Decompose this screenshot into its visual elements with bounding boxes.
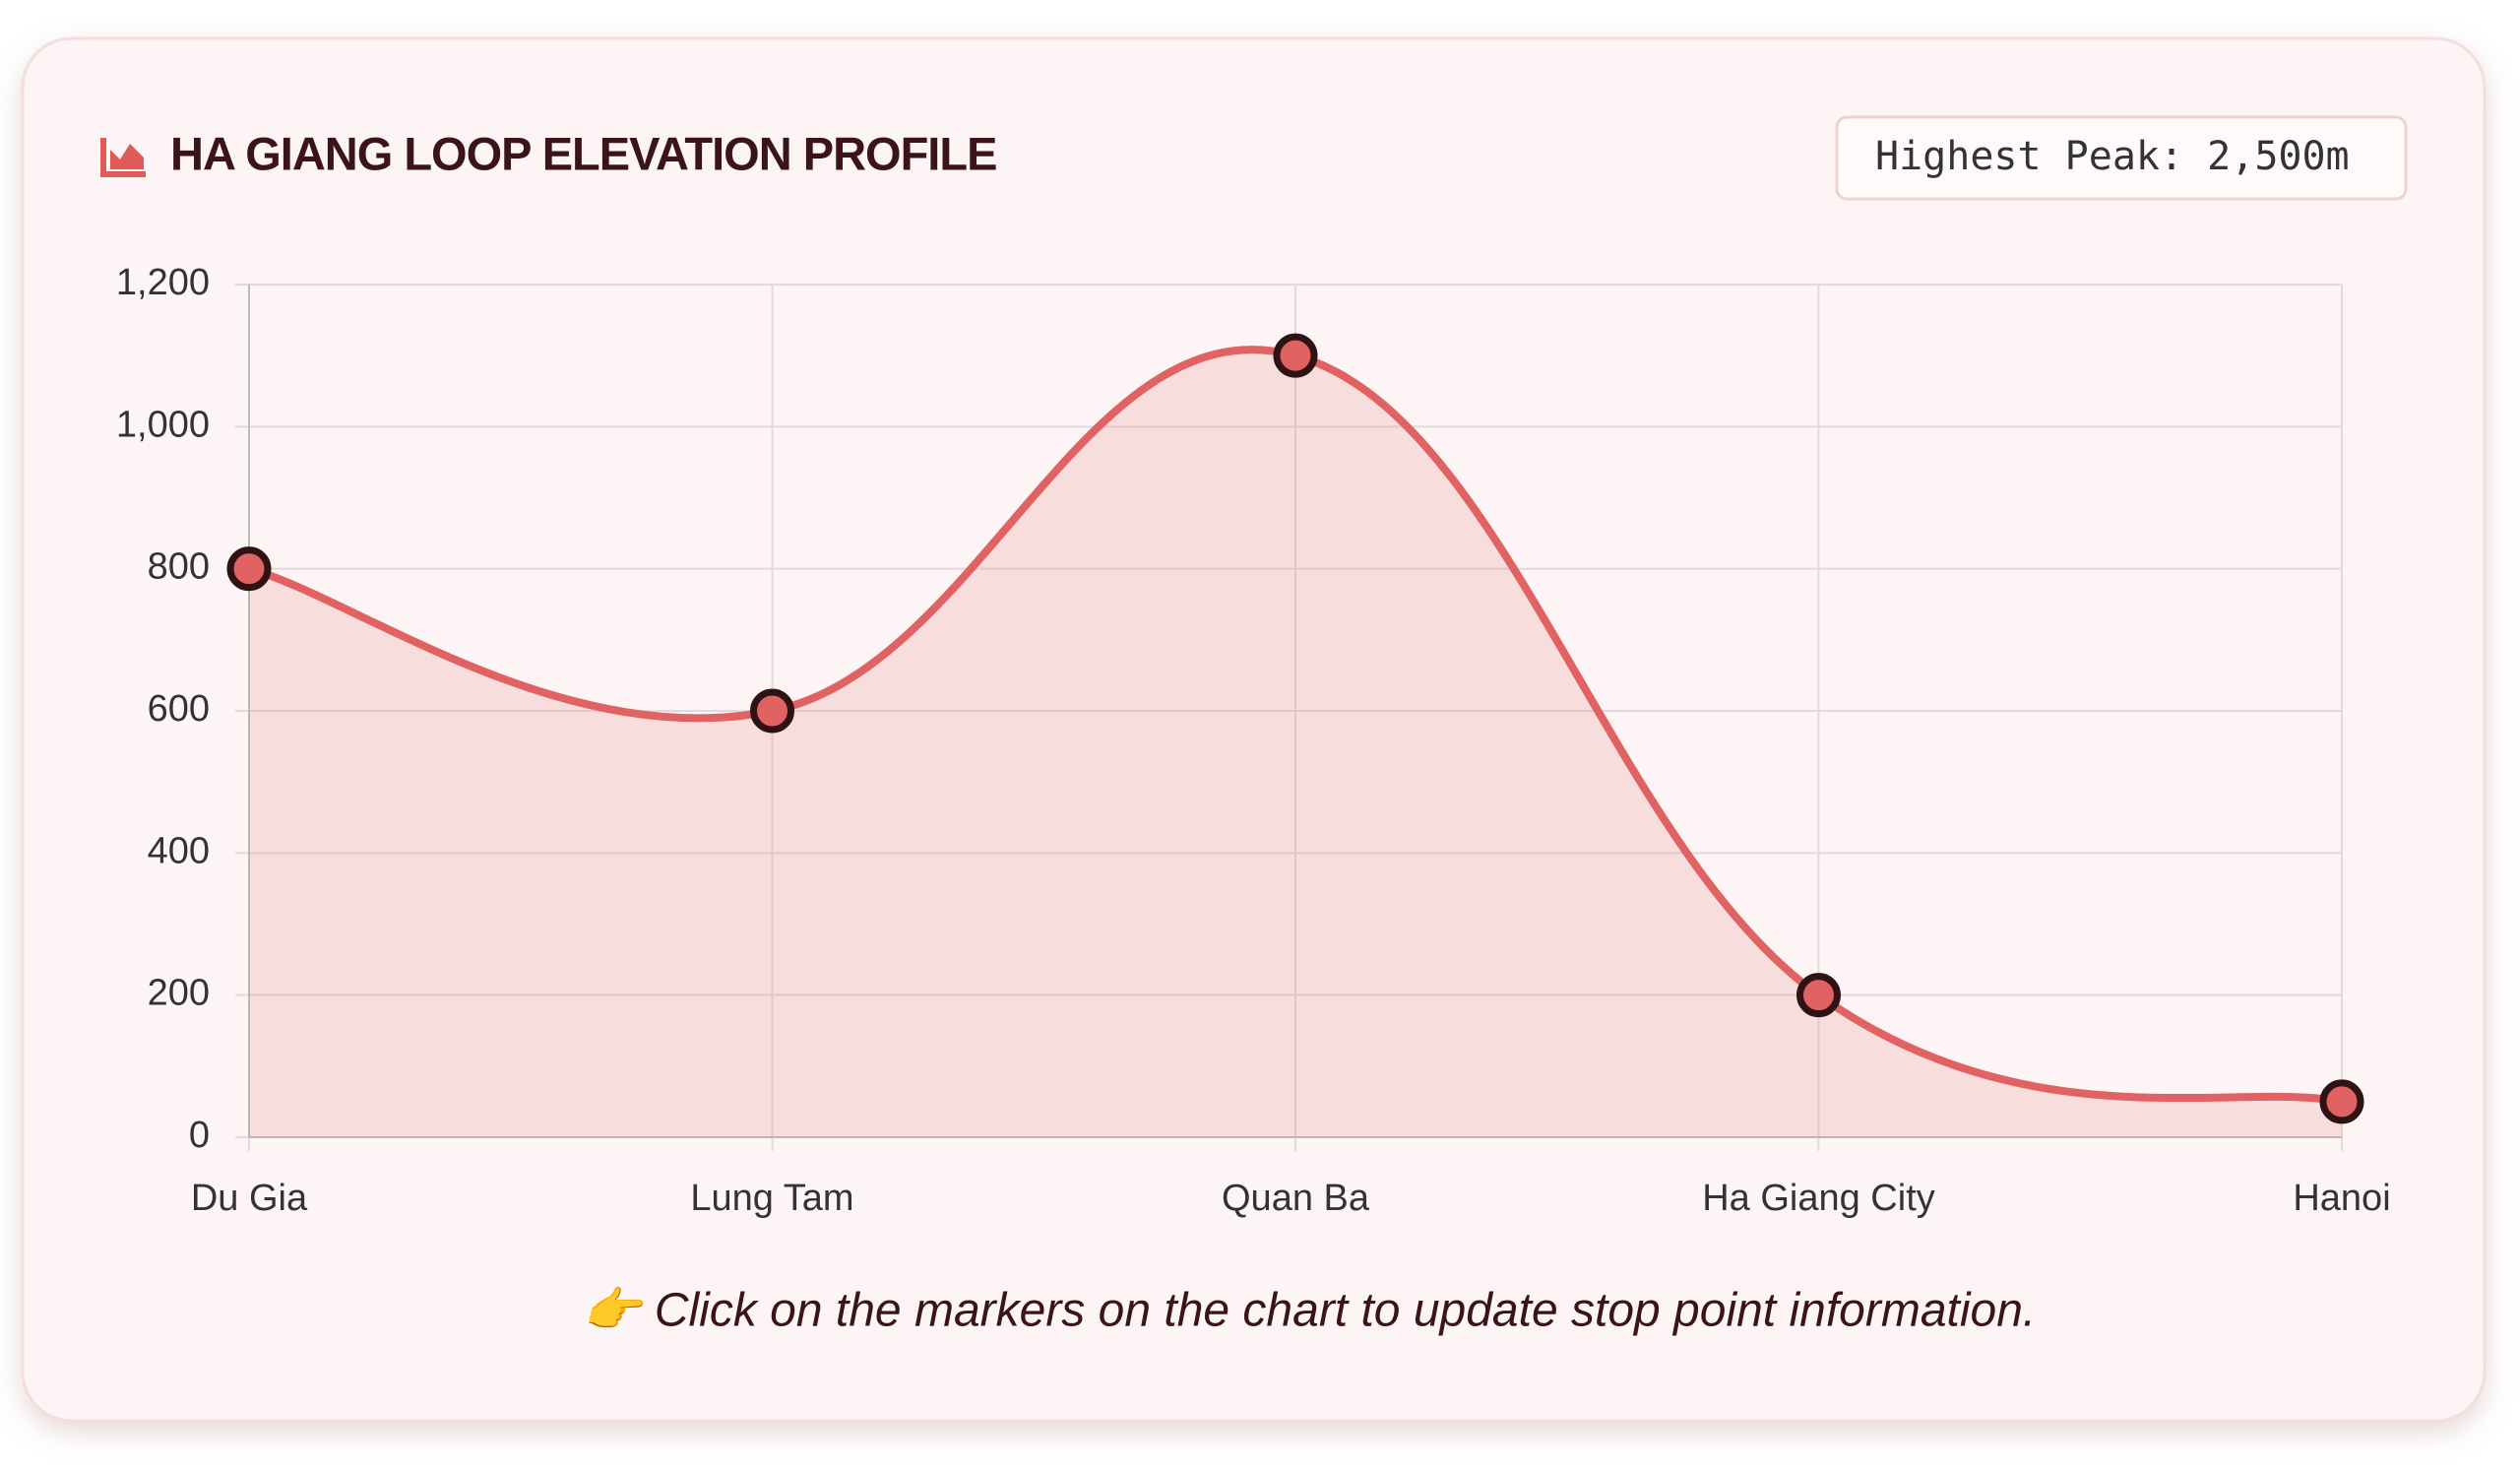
note: 👉 Click on the markers on the chart to u… bbox=[583, 1285, 2037, 1337]
x-tick-label: Quan Ba bbox=[1222, 1178, 1370, 1219]
y-tick-label: 200 bbox=[148, 973, 210, 1014]
x-tick-label: Hanoi bbox=[2293, 1178, 2390, 1219]
y-tick-label: 0 bbox=[189, 1115, 210, 1156]
marker[interactable] bbox=[1796, 973, 1841, 1018]
area bbox=[249, 350, 2342, 1137]
badge-text: Highest Peak: 2,500m bbox=[1875, 134, 2350, 179]
card bbox=[21, 36, 2487, 1423]
marker[interactable] bbox=[226, 546, 272, 592]
marker[interactable] bbox=[750, 688, 794, 734]
x-tick-label: Du Gia bbox=[191, 1178, 308, 1219]
y-tick-label: 600 bbox=[148, 688, 210, 730]
x-tick-label: Ha Giang City bbox=[1702, 1178, 1935, 1219]
marker[interactable] bbox=[1273, 333, 1318, 378]
y-tick-label: 800 bbox=[148, 546, 210, 588]
y-tick-label: 1,200 bbox=[116, 262, 210, 303]
y-tick-label: 1,000 bbox=[116, 404, 210, 445]
y-tick-label: 400 bbox=[148, 830, 210, 871]
chart-icon bbox=[100, 138, 146, 177]
chart-title: HA GIANG LOOP ELEVATION PROFILE bbox=[170, 127, 996, 179]
marker[interactable] bbox=[2319, 1079, 2364, 1124]
badge bbox=[1835, 115, 2408, 201]
x-tick-label: Lung Tam bbox=[690, 1178, 853, 1219]
